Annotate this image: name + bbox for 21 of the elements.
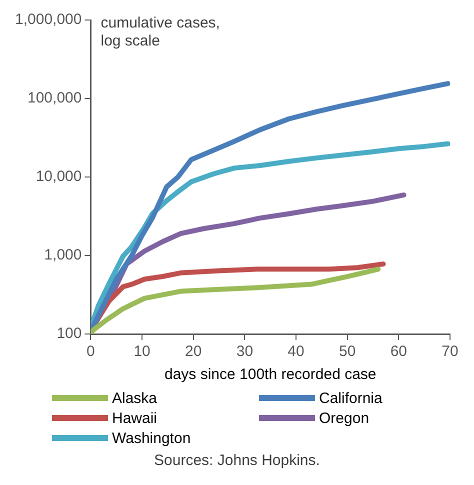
x-tick-label: 70 xyxy=(442,343,458,360)
y-tick-label: 1,000 xyxy=(44,246,82,264)
legend-label: Washington xyxy=(112,430,191,446)
legend-label: California xyxy=(319,390,382,406)
y-tick-label: 1,000,000 xyxy=(14,11,82,28)
x-tick-label: 40 xyxy=(288,343,304,360)
x-tick-label: 0 xyxy=(86,343,95,360)
x-axis-title: days since 100th recorded case xyxy=(164,366,376,384)
y-tick-label: 100,000 xyxy=(27,90,82,107)
source-note: Sources: Johns Hopkins. xyxy=(153,452,321,469)
x-tick-label: 60 xyxy=(390,343,408,360)
x-tick-label: 20 xyxy=(185,343,202,360)
x-tick-label: 30 xyxy=(236,343,254,360)
y-tick-label: 10,000 xyxy=(36,168,82,186)
x-tick-label: 10 xyxy=(134,343,150,360)
legend-label: Hawaii xyxy=(112,410,158,426)
x-tick-label: 50 xyxy=(339,343,356,360)
y-tick-label: 100 xyxy=(56,325,82,342)
y-axis-title: cumulative cases, log scale xyxy=(100,14,220,50)
legend-label: Alaska xyxy=(112,390,158,406)
legend-label: Oregon xyxy=(319,410,370,426)
